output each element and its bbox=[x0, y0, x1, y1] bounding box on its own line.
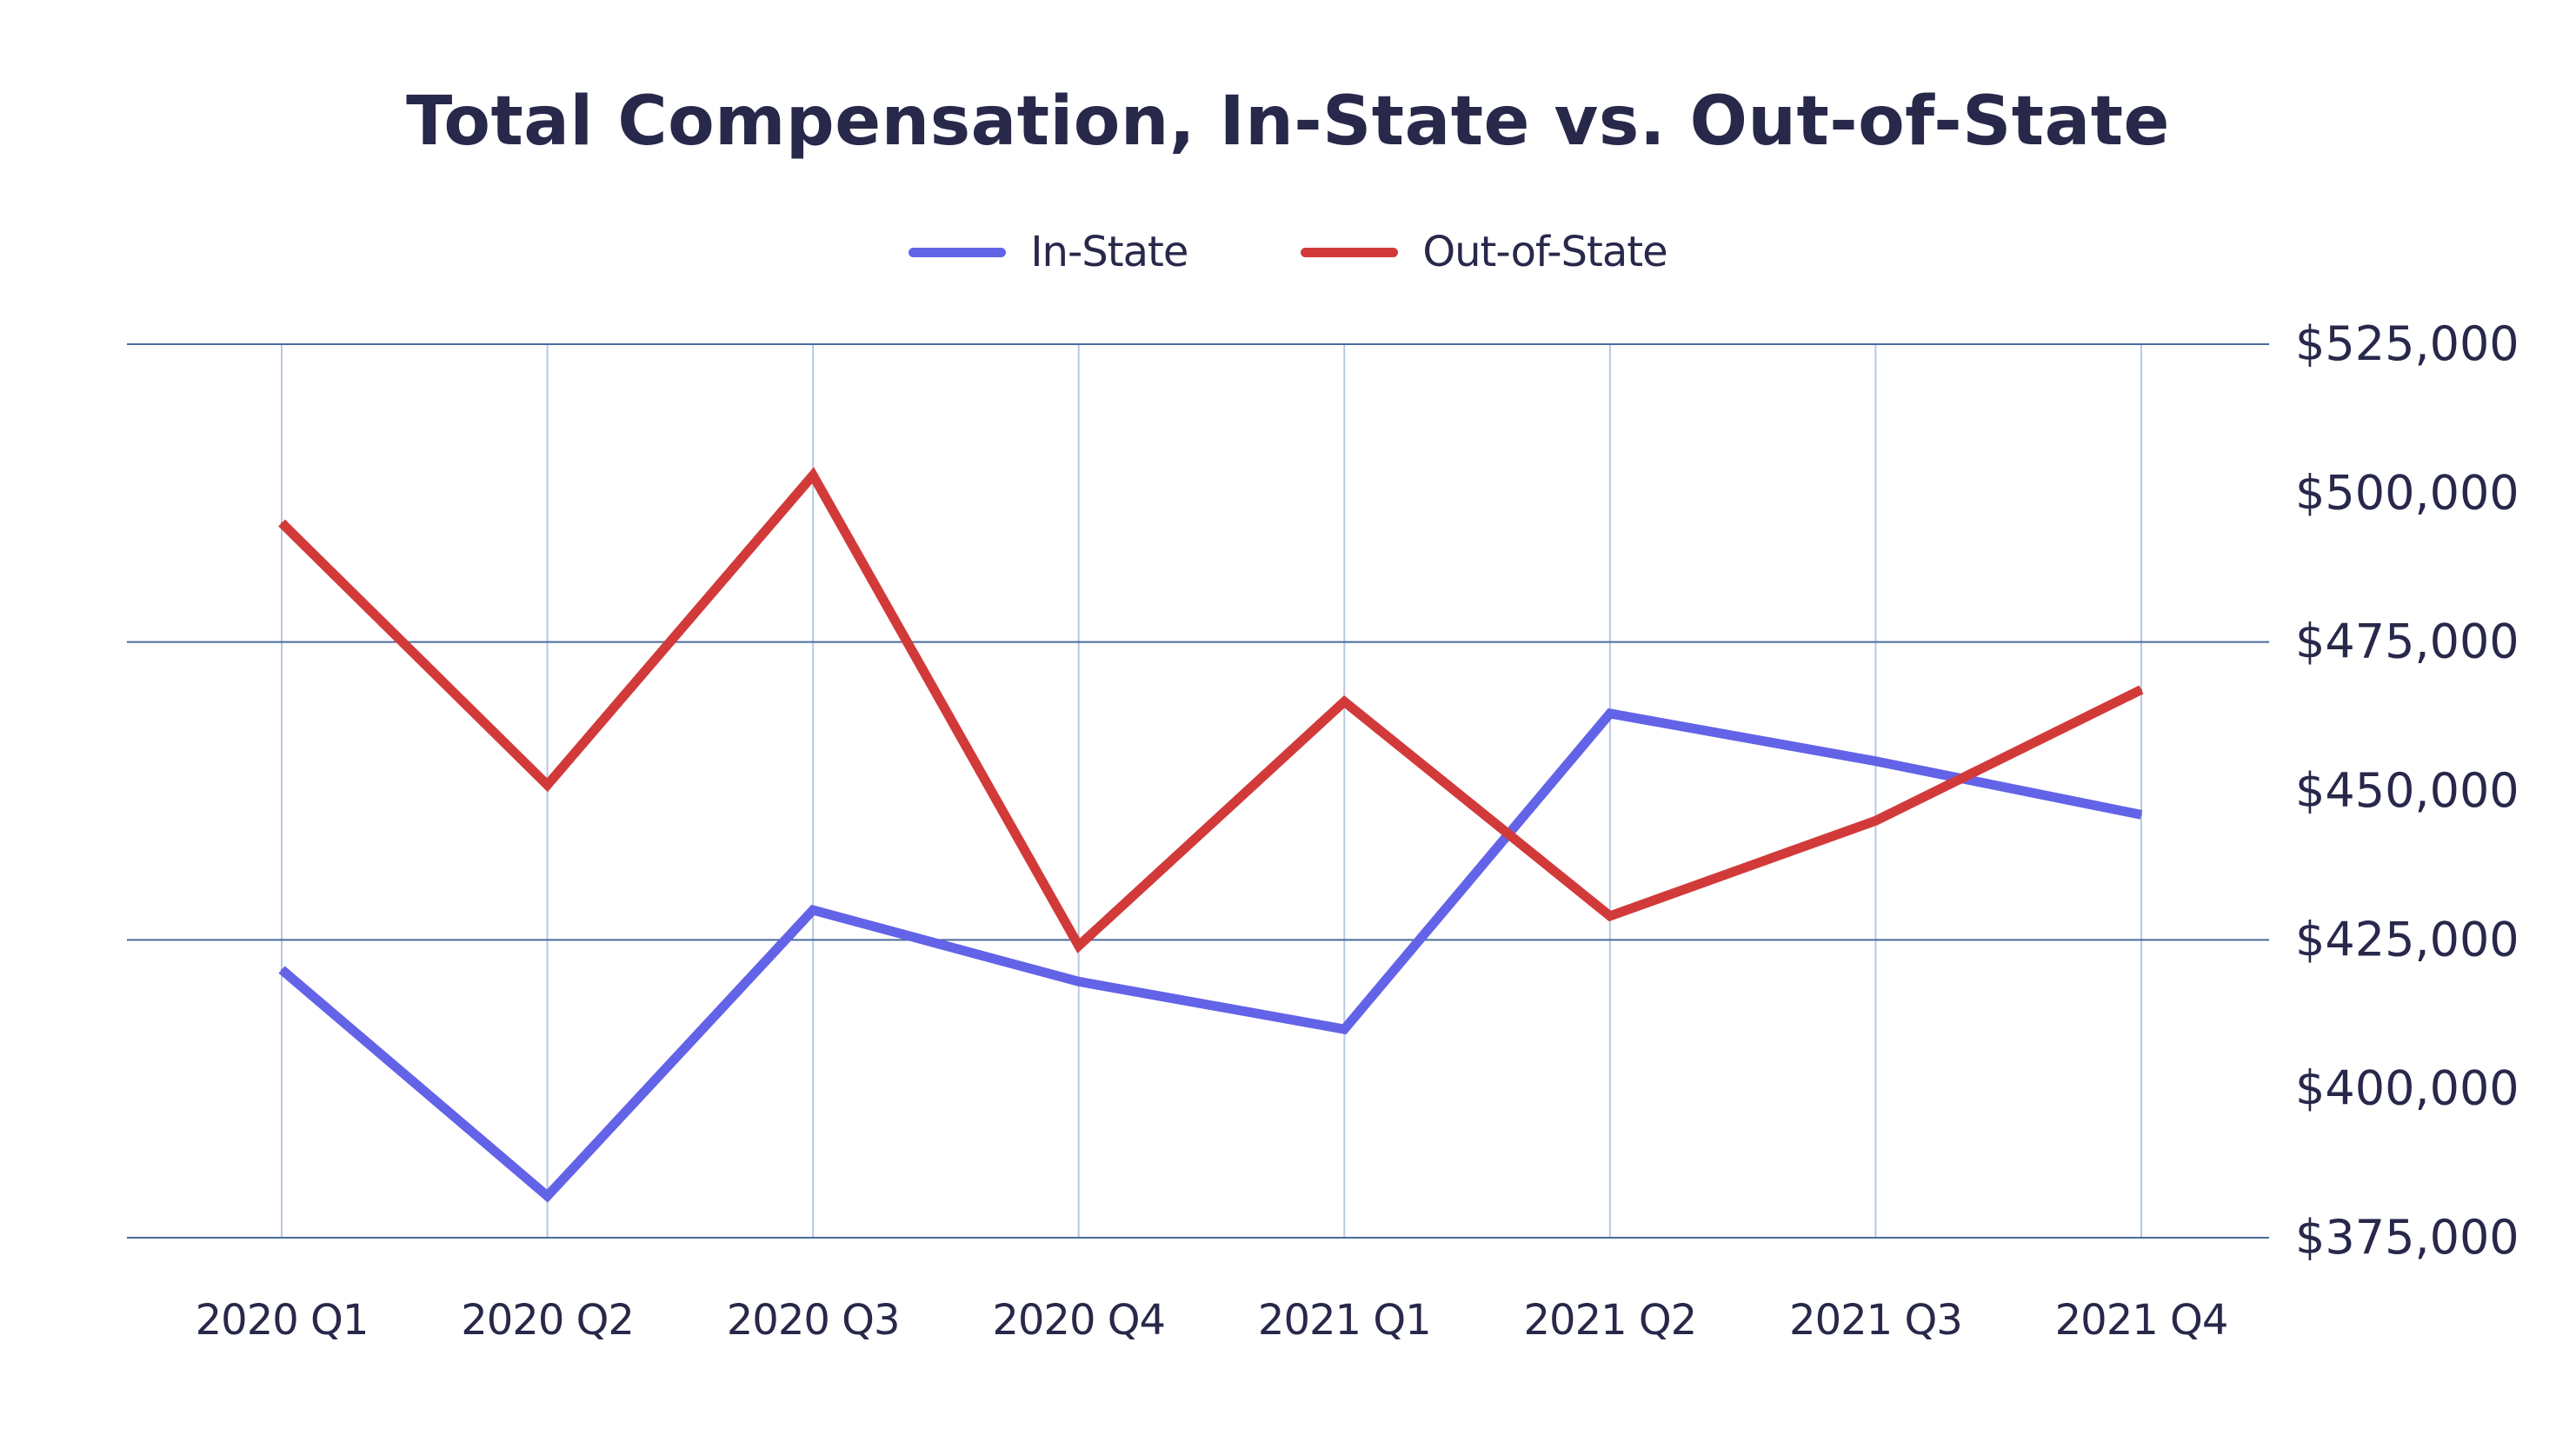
legend: In-State Out-of-State bbox=[0, 228, 2576, 276]
y-tick-label: $525,000 bbox=[2295, 316, 2519, 371]
data-point-out-of-state bbox=[812, 474, 815, 476]
series-line-out-of-state bbox=[278, 467, 2144, 953]
x-tick-label: 2021 Q3 bbox=[1789, 1296, 1962, 1345]
y-tick-label: $475,000 bbox=[2295, 615, 2519, 669]
data-point-in-state bbox=[1077, 980, 1080, 983]
x-tick-label: 2020 Q3 bbox=[727, 1296, 900, 1345]
data-point-out-of-state bbox=[281, 522, 283, 524]
y-tick-label: $450,000 bbox=[2295, 763, 2519, 818]
y-tick-label: $400,000 bbox=[2295, 1061, 2519, 1116]
data-point-in-state bbox=[281, 968, 283, 971]
legend-swatch-out-of-state bbox=[1301, 247, 1399, 257]
y-tick-label: $425,000 bbox=[2295, 912, 2519, 967]
data-point-out-of-state bbox=[1608, 914, 1611, 917]
x-tick-label: 2021 Q1 bbox=[1258, 1296, 1431, 1345]
data-point-out-of-state bbox=[1077, 945, 1080, 947]
legend-swatch-in-state bbox=[909, 247, 1007, 257]
chart-title: Total Compensation, In-State vs. Out-of-… bbox=[406, 83, 2170, 161]
data-point-in-state bbox=[1608, 712, 1611, 714]
data-point-in-state bbox=[1874, 760, 1877, 762]
legend-label-out-of-state: Out-of-State bbox=[1422, 228, 1667, 276]
legend-label-in-state: In-State bbox=[1030, 228, 1188, 276]
x-tick-label: 2020 Q2 bbox=[461, 1296, 634, 1345]
data-point-in-state bbox=[546, 1195, 549, 1198]
data-point-in-state bbox=[2140, 814, 2142, 816]
data-point-out-of-state bbox=[2140, 688, 2142, 691]
series-line-in-state bbox=[278, 708, 2143, 1203]
y-tick-label: $375,000 bbox=[2295, 1210, 2519, 1265]
x-tick-label: 2020 Q4 bbox=[992, 1296, 1165, 1345]
data-point-out-of-state bbox=[1874, 820, 1877, 822]
y-tick-label: $500,000 bbox=[2295, 465, 2519, 520]
data-point-in-state bbox=[1343, 1028, 1346, 1031]
data-point-out-of-state bbox=[1343, 701, 1346, 703]
x-tick-label: 2020 Q1 bbox=[196, 1296, 369, 1345]
data-point-out-of-state bbox=[546, 784, 549, 787]
legend-item-out-of-state: Out-of-State bbox=[1301, 228, 1668, 276]
legend-item-in-state: In-State bbox=[909, 228, 1188, 276]
data-point-in-state bbox=[812, 909, 815, 912]
x-tick-label: 2021 Q4 bbox=[2055, 1296, 2228, 1345]
x-tick-label: 2021 Q2 bbox=[1523, 1296, 1696, 1345]
